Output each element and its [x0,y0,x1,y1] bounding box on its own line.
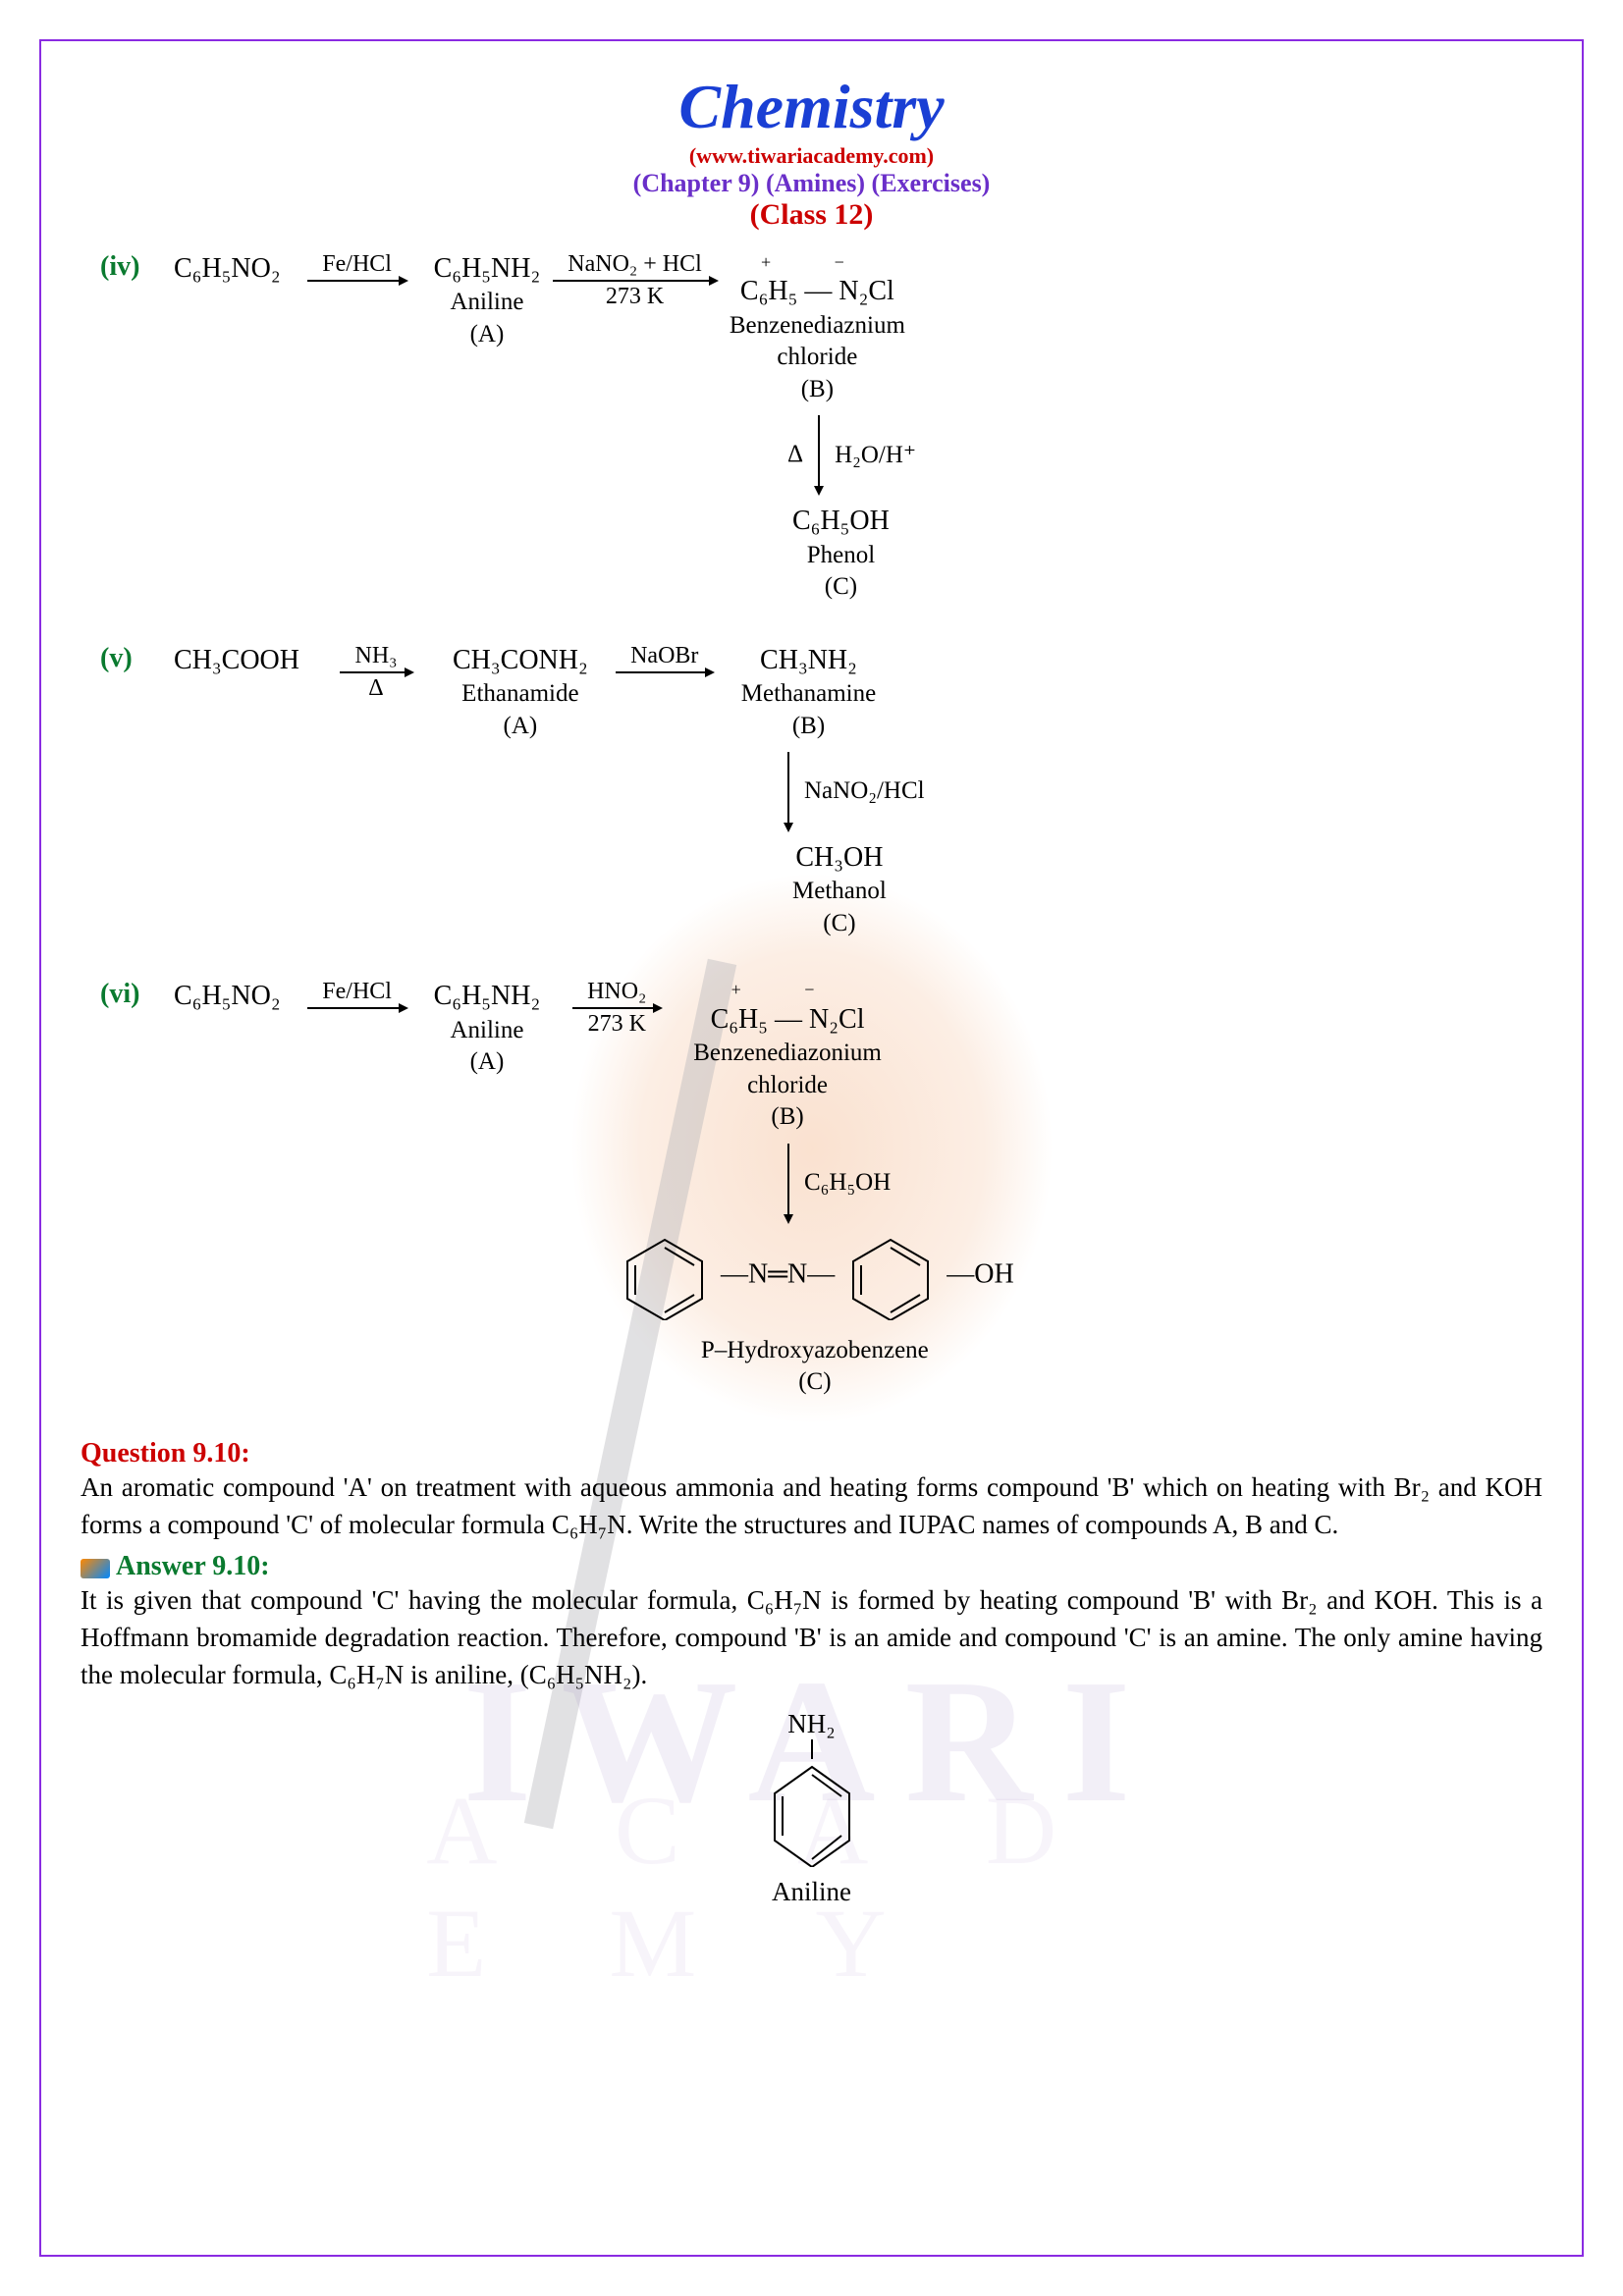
aniline-structure: NH₂ Aniline [81,1709,1542,1907]
rxn-numeral: (v) [100,643,169,674]
arrow-down-icon: NaNO₂/HCl [787,752,1542,830]
page-title: Chemistry [81,71,1542,143]
compound: C₆H₅NH₂ [434,251,541,287]
compound: C₆H₅NO₂ [174,979,281,1014]
reaction-v: (v) CH₃COOH NH₃Δ CH₃CONH₂ Ethanamide (A)… [100,643,1542,940]
reaction-vi: (vi) C₆H₅NO₂ Fe/HCl C₆H₅NH₂ Aniline (A) … [100,979,1542,1398]
compound: C₆H₅ — N₂Cl [711,1002,865,1038]
compound: C₆H₅NH₂ [434,979,541,1014]
arrow-down-icon: ΔH₂O/H⁺ [787,415,1542,494]
rxn-numeral: (iv) [100,251,169,283]
compound: CH₃CONH₂ [453,643,588,678]
chapter-line: (Chapter 9) (Amines) (Exercises) [81,169,1542,198]
charges: + − [761,251,874,274]
answer-text: It is given that compound 'C' having the… [81,1582,1542,1693]
arrow-icon: NH₃Δ [312,643,440,702]
website-link[interactable]: (www.tiwariacademy.com) [81,143,1542,169]
compound: C₆H₅NO₂ [174,251,281,287]
class-line: (Class 12) [81,198,1542,232]
compound: CH₃NH₂ [760,643,857,678]
arrow-icon: Fe/HCl [294,979,421,1011]
benzene-ring-icon [763,1759,861,1867]
arrow-icon: NaNO₂ + HCl273 K [553,251,717,310]
arrow-icon: Fe/HCl [294,251,421,284]
reaction-iv: (iv) C₆H₅NO₂ Fe/HCl C₆H₅NH₂ Aniline (A) … [100,251,1542,604]
compound: C₆H₅ — N₂Cl [740,274,894,309]
charges: + − [731,979,844,1001]
question-heading: Question 9.10: [81,1438,1542,1469]
question-text: An aromatic compound 'A' on treatment wi… [81,1469,1542,1544]
arrow-icon: NaOBr [601,643,729,675]
compound: C₆H₅OH [792,504,890,539]
arrow-down-icon: C₆H₅OH [787,1144,1542,1222]
answer-logo-icon [81,1559,110,1578]
answer-heading: Answer 9.10: [81,1551,1542,1582]
compound: CH₃COOH [174,643,299,678]
arrow-icon: HNO₂273 K [553,979,680,1038]
benzene-ring-icon [841,1232,940,1320]
benzene-ring-icon [616,1232,714,1320]
compound: CH₃OH [795,840,883,876]
azobenzene-structure: —N═N— —OH [616,1232,1014,1320]
page-border: IWARI A C A D E M Y Chemistry (www.tiwar… [39,39,1584,2257]
rxn-numeral: (vi) [100,979,169,1010]
